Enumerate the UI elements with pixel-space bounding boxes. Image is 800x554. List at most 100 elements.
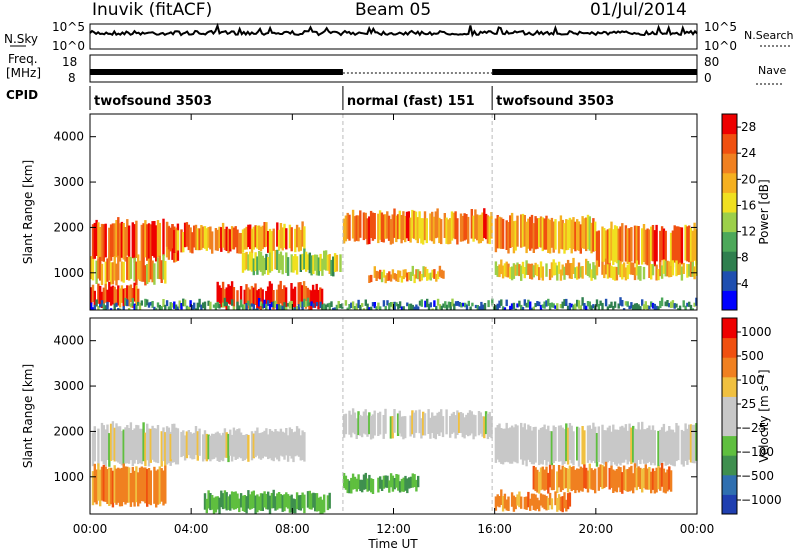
heatmap-cell bbox=[99, 285, 102, 306]
heatmap-cell bbox=[594, 265, 597, 280]
heatmap-cell bbox=[660, 463, 664, 487]
heatmap-cell bbox=[498, 300, 501, 308]
heatmap-cell bbox=[308, 252, 311, 274]
heatmap-cell bbox=[91, 224, 95, 261]
heatmap-cell bbox=[581, 266, 584, 279]
heatmap-cell bbox=[695, 229, 698, 265]
heatmap-cell bbox=[371, 212, 375, 241]
heatmap-cell bbox=[99, 469, 102, 507]
heatmap-cell bbox=[440, 409, 443, 433]
heatmap-cell bbox=[302, 281, 306, 304]
heatmap-cell bbox=[604, 298, 608, 307]
heatmap-cell bbox=[476, 305, 479, 310]
heatmap-cell bbox=[232, 287, 236, 308]
heatmap-cell bbox=[686, 428, 689, 465]
heatmap-cell bbox=[594, 221, 597, 251]
heatmap-cell bbox=[276, 249, 279, 270]
heatmap-cell bbox=[274, 496, 277, 511]
heatmap-cell bbox=[684, 423, 687, 461]
heatmap-cell bbox=[563, 223, 566, 254]
heatmap-cell bbox=[342, 414, 346, 438]
heatmap-cell bbox=[406, 302, 409, 307]
heatmap-cell bbox=[436, 208, 439, 238]
heatmap-cell bbox=[100, 291, 104, 308]
heatmap-cell bbox=[153, 466, 156, 504]
heatmap-cell bbox=[532, 306, 535, 310]
heatmap-cell bbox=[492, 306, 496, 310]
heatmap-cell bbox=[516, 262, 519, 276]
heatmap-cell bbox=[666, 430, 669, 466]
heatmap-cell bbox=[173, 301, 176, 309]
heatmap-cell bbox=[299, 495, 302, 511]
heatmap-cell bbox=[445, 304, 449, 310]
heatmap-cell bbox=[543, 469, 546, 491]
heatmap-cell bbox=[207, 300, 210, 306]
heatmap-cell bbox=[294, 228, 297, 253]
heatmap-cell bbox=[377, 271, 380, 279]
heatmap-cell bbox=[370, 306, 373, 310]
heatmap-cell bbox=[306, 491, 310, 508]
heatmap-cell bbox=[559, 496, 563, 512]
heatmap-cell bbox=[200, 225, 203, 250]
heatmap-cell bbox=[568, 302, 572, 310]
heatmap-cell bbox=[185, 431, 189, 459]
heatmap-cell bbox=[628, 423, 631, 462]
heatmap-cell bbox=[230, 281, 234, 304]
heatmap-cell bbox=[160, 468, 163, 502]
heatmap-cell bbox=[413, 274, 416, 284]
heatmap-cell bbox=[270, 283, 273, 306]
heatmap-cell bbox=[279, 428, 283, 456]
heatmap-cell bbox=[586, 425, 590, 463]
heatmap-cell bbox=[447, 219, 450, 245]
y-tick-label: 1000 bbox=[53, 470, 84, 484]
heatmap-cell bbox=[675, 303, 678, 308]
heatmap-cell bbox=[397, 474, 400, 491]
heatmap-cell bbox=[319, 301, 322, 309]
cpid-segment-label: normal (fast) 151 bbox=[347, 94, 475, 109]
heatmap-cell bbox=[126, 285, 129, 302]
heatmap-cell bbox=[388, 480, 391, 493]
heatmap-cell bbox=[274, 300, 277, 309]
heatmap-cell bbox=[429, 302, 432, 308]
heatmap-cell bbox=[505, 261, 508, 278]
y-tick-label: 3000 bbox=[53, 175, 84, 189]
heatmap-cell bbox=[364, 409, 367, 435]
heatmap-cell bbox=[95, 260, 98, 284]
heatmap-cell bbox=[241, 229, 245, 253]
heatmap-cell bbox=[288, 301, 292, 309]
heatmap-cell bbox=[183, 222, 187, 248]
heatmap-cell bbox=[570, 263, 573, 279]
heatmap-cell bbox=[450, 211, 454, 241]
heatmap-cell bbox=[254, 430, 257, 458]
heatmap-cell bbox=[572, 257, 575, 274]
heatmap-cell bbox=[212, 304, 216, 308]
heatmap-cell bbox=[93, 426, 96, 462]
heatmap-cell bbox=[158, 222, 161, 261]
heatmap-cell bbox=[633, 267, 637, 281]
heatmap-cell bbox=[288, 495, 292, 513]
heatmap-cell bbox=[144, 467, 147, 504]
heatmap-cell bbox=[641, 228, 644, 265]
heatmap-cell bbox=[530, 263, 534, 280]
heatmap-cell bbox=[95, 299, 98, 307]
heatmap-cell bbox=[315, 283, 318, 306]
heatmap-cell bbox=[397, 270, 400, 282]
heatmap-cell bbox=[588, 216, 591, 251]
heatmap-cell bbox=[189, 227, 192, 253]
heatmap-cell bbox=[639, 429, 642, 465]
heatmap-cell bbox=[463, 213, 466, 241]
power-data bbox=[90, 114, 698, 310]
heatmap-cell bbox=[106, 258, 109, 282]
heatmap-cell bbox=[277, 304, 281, 310]
heatmap-cell bbox=[523, 423, 526, 461]
heatmap-cell bbox=[641, 468, 644, 493]
heatmap-cell bbox=[118, 426, 122, 464]
heatmap-cell bbox=[418, 409, 421, 434]
heatmap-cell bbox=[599, 464, 602, 488]
heatmap-cell bbox=[547, 298, 550, 306]
heatmap-cell bbox=[608, 228, 611, 264]
colorbar-tick-label: 4 bbox=[741, 277, 749, 291]
heatmap-cell bbox=[552, 465, 555, 491]
heatmap-cell bbox=[362, 308, 366, 310]
colorbar-tick-label: 16 bbox=[741, 198, 756, 212]
